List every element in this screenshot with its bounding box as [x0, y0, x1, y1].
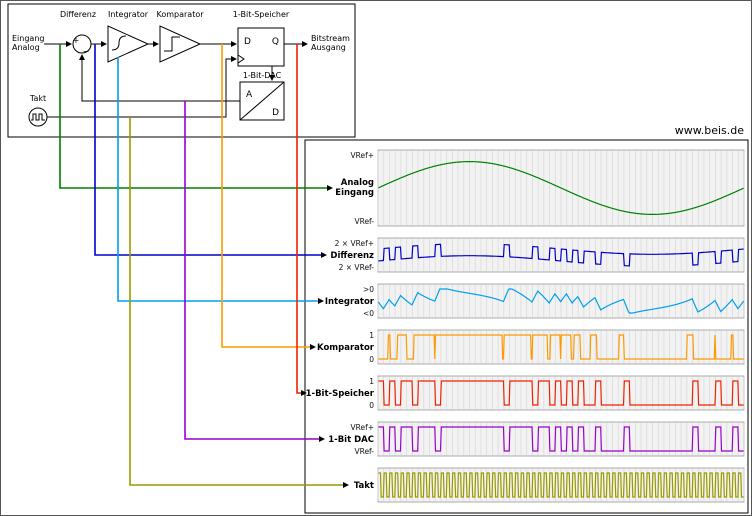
dac-d-pin: D: [272, 108, 279, 118]
integrator-triangle: [107, 25, 150, 63]
tap-arrow-takt: [343, 482, 349, 488]
tap-wire-takt: [129, 117, 343, 486]
speicher-block-label: 1-Bit-Speicher: [233, 10, 290, 19]
komparator-block-label: Komparator: [156, 10, 204, 19]
output-label-line1: Bitstream: [311, 34, 350, 43]
level-bottom-differenz: 2 × VRef-: [339, 263, 375, 272]
comparator-triangle: [159, 25, 202, 63]
scope-plots: [377, 149, 745, 503]
wire-clock: [47, 58, 231, 118]
clock-input-icon: [237, 54, 245, 64]
arrow-feedback-into-sum: [79, 54, 85, 60]
tap-wire-integrator: [117, 57, 318, 302]
scope-row-labels-komparator: 1 Komparator 0: [317, 331, 375, 364]
trace-dac: [378, 426, 744, 452]
arrow-into-comparator: [153, 41, 159, 47]
signal-name-analog-1: Analog: [341, 178, 374, 188]
signal-tap-wires: [59, 44, 349, 488]
input-label-line2: Analog: [12, 43, 40, 52]
flipflop-box: [237, 27, 285, 67]
scope-row-labels-integrator: >0 Integrator <0: [325, 285, 375, 318]
scope-row-labels-analog: VRef+ Analog Eingang VRef-: [335, 151, 374, 226]
clock-wave-icon: [31, 113, 45, 121]
signal-name-differenz: Differenz: [330, 251, 374, 261]
trace-analog: [378, 161, 744, 215]
level-top-dac: VRef+: [350, 423, 374, 432]
tap-wire-speicher: [296, 44, 301, 394]
tap-wire-analog: [59, 44, 327, 189]
flipflop-d-pin: D: [244, 37, 251, 47]
dac-a-pin: A: [246, 90, 253, 100]
integrator-block: [107, 25, 150, 63]
trace-speicher: [378, 380, 744, 406]
flipflop-q-pin: Q: [272, 37, 279, 47]
signal-name-komparator: Komparator: [317, 343, 375, 353]
comparator-block: [159, 25, 202, 63]
tap-wire-differenz: [94, 44, 321, 256]
signal-name-integrator: Integrator: [325, 297, 375, 307]
level-top-speicher: 1: [369, 377, 374, 386]
dac-diagonal: [239, 81, 285, 121]
trace-komparator: [378, 334, 744, 360]
level-bottom-integrator: <0: [363, 309, 374, 318]
flipflop-block: D Q: [237, 27, 285, 67]
arrow-clock-into-flipflop: [231, 56, 237, 62]
level-top-differenz: 2 × VRef+: [335, 239, 374, 248]
input-label-line1: Eingang: [12, 34, 44, 43]
watermark-text: www.beis.de: [675, 124, 744, 137]
tap-arrow-analog: [327, 185, 333, 191]
scope-row-labels-dac: VRef+ 1-Bit DAC VRef-: [328, 423, 374, 456]
wire-dac-feedback: [81, 60, 240, 102]
signal-name-takt: Takt: [354, 481, 374, 491]
integrator-block-label: Integrator: [108, 10, 149, 19]
tap-arrow-komparator: [310, 344, 316, 350]
block-diagram-border: [7, 3, 356, 138]
sum-minus-sign: −: [83, 47, 90, 56]
dac-block-label: 1-Bit-DAC: [243, 71, 282, 80]
scope-row-labels-takt: Takt: [354, 481, 374, 491]
tap-arrow-integrator: [318, 298, 324, 304]
level-top-komparator: 1: [369, 331, 374, 340]
block-diagram: Differenz Integrator Komparator 1-Bit-Sp…: [7, 3, 356, 138]
level-bottom-komparator: 0: [369, 355, 374, 364]
arrow-into-output: [302, 41, 308, 47]
output-label-line2: Ausgang: [311, 43, 346, 52]
level-top-integrator: >0: [363, 285, 374, 294]
level-bottom-dac: VRef-: [354, 447, 374, 456]
trace-takt: [378, 472, 744, 498]
level-bottom-analog: VRef-: [354, 217, 374, 226]
tap-arrow-differenz: [321, 252, 327, 258]
trace-differenz: [378, 243, 744, 267]
scope-row-labels-differenz: 2 × VRef+ Differenz 2 × VRef-: [330, 239, 374, 272]
level-top-analog: VRef+: [350, 151, 374, 160]
scope-grid-analog: [377, 151, 745, 225]
tap-arrow-dac: [319, 436, 325, 442]
scope-row-labels: VRef+ Analog Eingang VRef- 2 × VRef+ Dif…: [306, 151, 375, 491]
trace-integrator: [377, 288, 745, 314]
level-bottom-speicher: 0: [369, 401, 374, 410]
sum-plus-sign: +: [73, 36, 80, 45]
differenz-block-label: Differenz: [60, 10, 96, 19]
signal-name-dac: 1-Bit DAC: [328, 435, 374, 445]
tap-arrow-speicher: [301, 390, 307, 396]
signal-name-analog-2: Eingang: [335, 188, 374, 198]
takt-label: Takt: [29, 94, 46, 103]
arrow-into-dac: [269, 75, 275, 81]
arrow-into-integrator: [101, 41, 107, 47]
signal-name-speicher: 1-Bit-Speicher: [306, 389, 375, 399]
scope-row-labels-speicher: 1 1-Bit-Speicher 0: [306, 377, 375, 410]
arrow-into-flipflop: [231, 41, 237, 47]
comparator-step-icon: [164, 36, 180, 52]
arrow-into-sum: [66, 41, 72, 47]
integrator-curve-icon: [111, 35, 127, 51]
tap-wire-dac: [184, 101, 319, 440]
tap-wire-komparator: [221, 44, 310, 348]
